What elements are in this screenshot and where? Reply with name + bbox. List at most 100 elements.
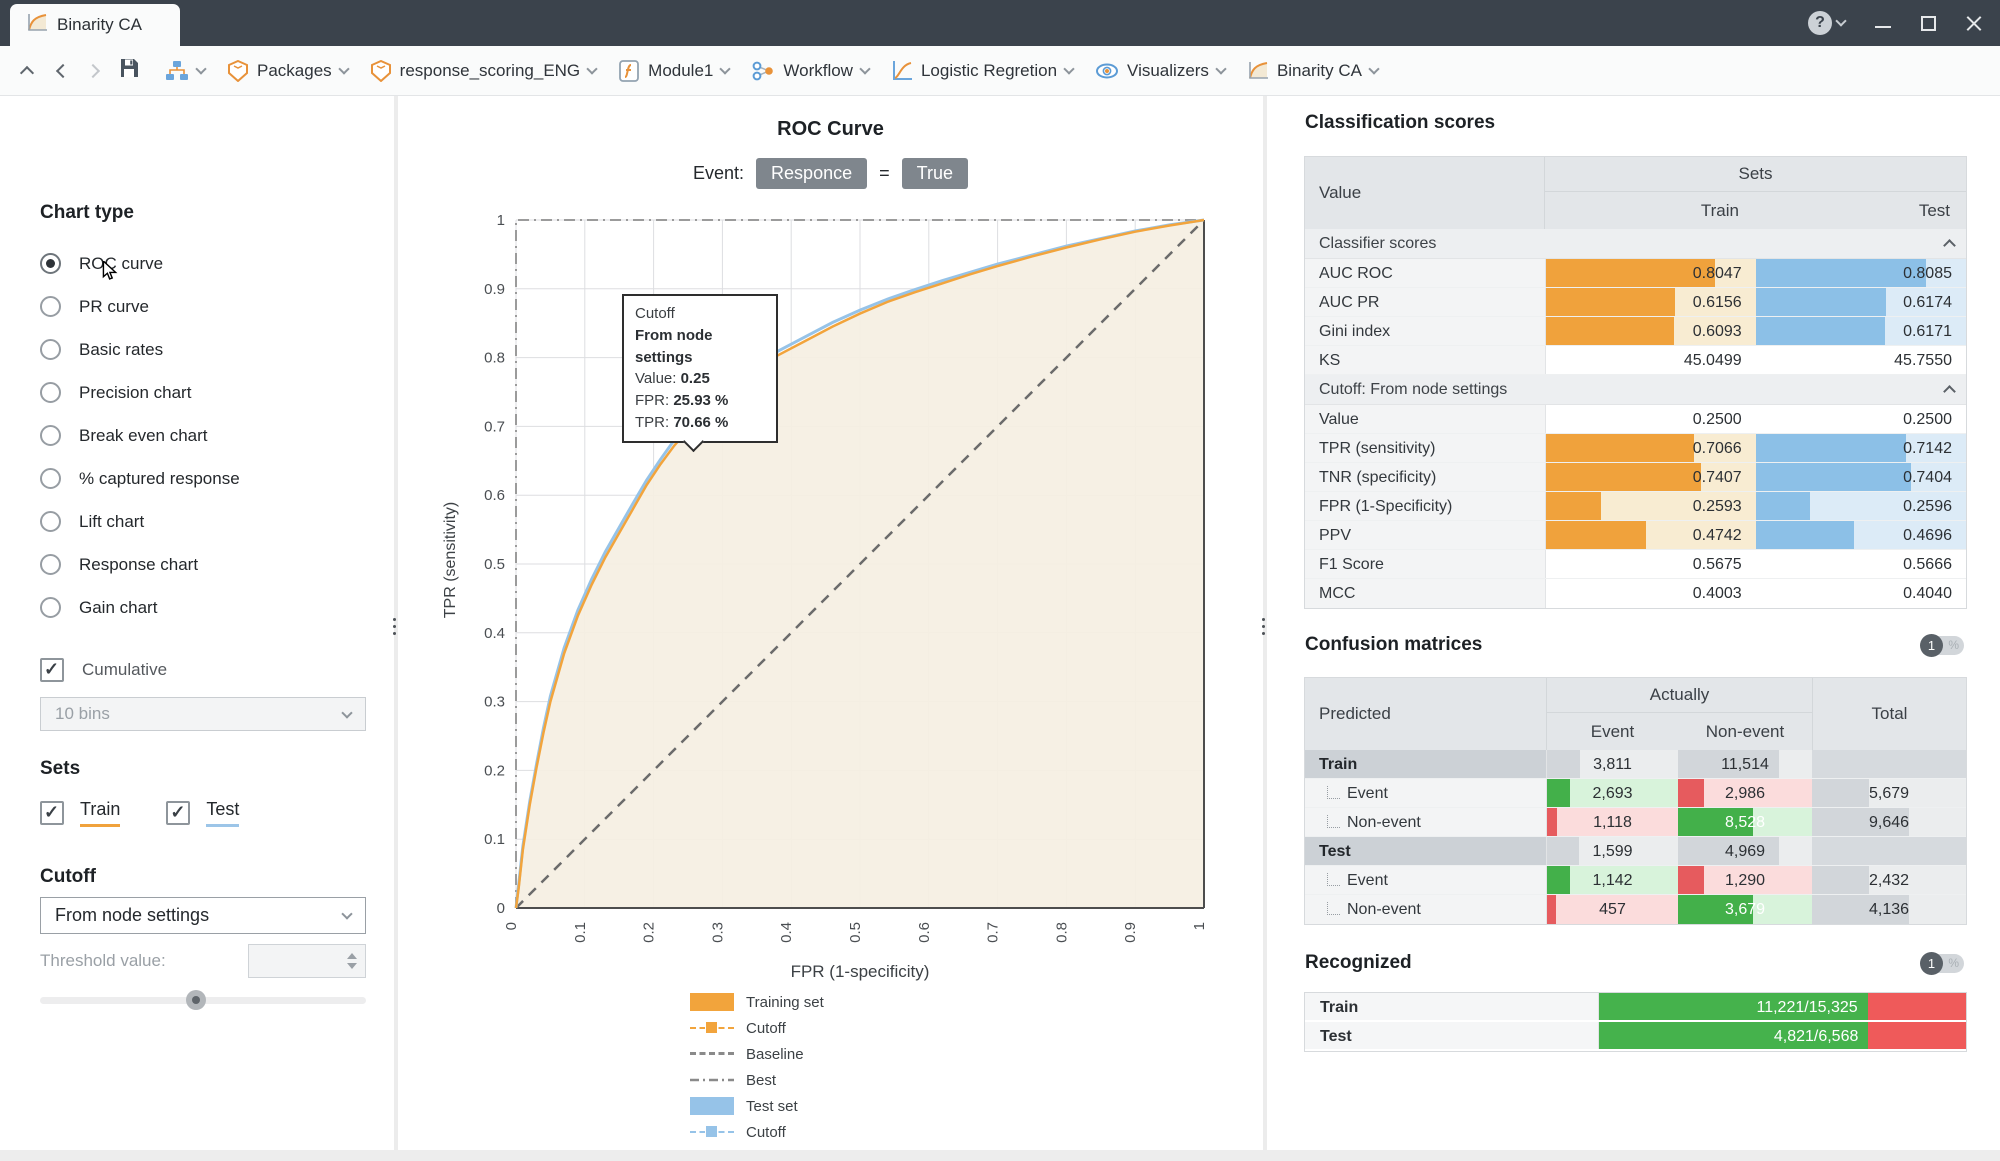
radio-pr-curve[interactable]: PR curve — [40, 285, 240, 328]
breadcrumb-label: response_scoring_ENG — [399, 60, 581, 80]
slider-thumb[interactable] — [186, 990, 207, 1010]
y-axis-label: TPR (sensitivity) — [442, 501, 459, 619]
legend-item-baseline[interactable]: Baseline — [690, 1041, 824, 1067]
recognized-count-percent-toggle[interactable]: 1 % — [1920, 952, 1964, 975]
recognized-row-test: Test 4,821/6,568 — [1305, 1022, 1966, 1051]
threshold-label: Threshold value: — [40, 951, 166, 970]
back-button[interactable] — [44, 54, 78, 88]
radio-basic-rates[interactable]: Basic rates — [40, 328, 240, 371]
breadcrumb-item-module1[interactable]: Module1 — [607, 52, 740, 90]
header-train: Train — [1700, 200, 1739, 220]
test-value-cell: 0.7404 — [1755, 463, 1966, 491]
close-button[interactable] — [1966, 15, 1982, 31]
train-value-cell: 0.6093 — [1546, 317, 1756, 345]
maximize-button[interactable] — [1921, 15, 1936, 31]
breadcrumb-item-response-scoring-eng[interactable]: response_scoring_ENG — [359, 52, 607, 90]
cutoff-title: Cutoff — [40, 866, 96, 887]
legend-item-best[interactable]: Best — [690, 1067, 824, 1093]
value-bar — [1546, 288, 1676, 316]
toggle-percent-option[interactable]: % — [1948, 956, 1959, 970]
chevron-right-icon — [85, 63, 101, 78]
legend-item-test-set[interactable]: Test set — [690, 1093, 824, 1119]
collapse-chevron-icon[interactable] — [1943, 385, 1956, 398]
radio-captured-response[interactable]: % captured response — [40, 457, 240, 500]
radio-break-even-chart[interactable]: Break even chart — [40, 414, 240, 457]
row-label: Non-event — [1305, 808, 1547, 836]
event-name-badge[interactable]: Responce — [756, 158, 868, 189]
group-row-test[interactable]: Test 1,599 4,969 — [1305, 837, 1966, 866]
table-row-f1-score: F1 Score 0.5675 0.5666 — [1305, 550, 1966, 579]
right-panel: Classification scores Value Sets Train T… — [1267, 96, 2000, 1150]
header-test: Test — [1918, 200, 1950, 220]
save-button[interactable] — [112, 54, 146, 88]
value-text: 1,599 — [1592, 843, 1633, 860]
train-value-cell: 0.5675 — [1546, 550, 1755, 578]
x-tick-label: 0.1 — [572, 922, 589, 943]
radio-roc-curve[interactable]: ROC curve — [40, 242, 240, 285]
breadcrumb-item-packages[interactable]: Packages — [216, 52, 359, 90]
legend-item-training-set[interactable]: Training set — [690, 989, 824, 1015]
legend-item-cutoff[interactable]: Cutoff — [690, 1015, 824, 1041]
section-label: Cutoff: From node settings — [1319, 380, 1508, 398]
event-value-badge[interactable]: True — [901, 158, 968, 189]
train-set-checkbox[interactable]: Train — [40, 799, 121, 827]
test-value-cell: 0.2596 — [1755, 492, 1966, 520]
minimize-button[interactable] — [1875, 26, 1891, 28]
help-icon: ? — [1808, 11, 1832, 35]
radio-response-chart[interactable]: Response chart — [40, 543, 240, 586]
breadcrumb-item-hierarchy-icon[interactable] — [154, 52, 216, 90]
x-tick-label: 0 — [503, 922, 520, 930]
value-text: 8,528 — [1724, 814, 1766, 831]
sets-title: Sets — [40, 758, 81, 779]
section-header-classifier-scores[interactable]: Classifier scores — [1305, 229, 1966, 259]
collapse-chevron-icon[interactable] — [1943, 239, 1956, 252]
radio-gain-chart[interactable]: Gain chart — [40, 586, 240, 629]
spinner-down-icon[interactable] — [347, 963, 357, 969]
panel-divider-right[interactable] — [1262, 96, 1267, 1150]
row-label: Event — [1305, 866, 1547, 894]
cumulative-checkbox[interactable]: Cumulative — [40, 658, 167, 682]
toggle-count-option[interactable]: 1 — [1920, 634, 1943, 657]
breadcrumb-label: Logistic Regretion — [920, 60, 1058, 80]
radio-precision-chart[interactable]: Precision chart — [40, 371, 240, 414]
app-tab[interactable]: Binarity CA — [10, 4, 180, 46]
confusion-count-percent-toggle[interactable]: 1 % — [1920, 634, 1964, 657]
recognized-bar: 11,221/15,325 — [1599, 993, 1966, 1020]
breadcrumb-item-logistic-regretion[interactable]: Logistic Regretion — [880, 52, 1084, 90]
cutoff-mode-dropdown[interactable]: From node settings — [40, 897, 366, 934]
toggle-percent-option[interactable]: % — [1948, 638, 1959, 652]
bins-dropdown[interactable]: 10 bins — [40, 697, 366, 731]
panel-divider-left[interactable] — [393, 96, 398, 1150]
help-button[interactable]: ? — [1808, 11, 1847, 35]
value-text: 0.4696 — [1903, 527, 1952, 544]
group-row-train[interactable]: Train 3,811 11,514 — [1305, 750, 1966, 779]
breadcrumb-item-workflow[interactable]: Workflow — [740, 52, 880, 90]
radio-lift-chart[interactable]: Lift chart — [40, 500, 240, 543]
test-set-checkbox[interactable]: Test — [166, 799, 240, 827]
recognized-green-bar: 4,821/6,568 — [1599, 1022, 1869, 1049]
spinner-up-icon[interactable] — [347, 953, 357, 959]
tooltip-subtitle: From node settings — [635, 326, 713, 366]
value-text: 2,693 — [1592, 785, 1633, 802]
breadcrumb-item-binarity-ca[interactable]: Binarity CA — [1236, 52, 1389, 90]
radio-label: Precision chart — [79, 382, 192, 402]
forward-button[interactable] — [78, 54, 112, 88]
section-header-cutoff-from-node-settings[interactable]: Cutoff: From node settings — [1305, 375, 1966, 405]
threshold-input[interactable] — [248, 944, 366, 978]
radio-circle-icon — [40, 253, 61, 274]
value-text: 45.0499 — [1683, 352, 1742, 369]
table-row-auc-pr: AUC PR 0.6156 0.6174 — [1305, 288, 1966, 317]
value-text: 0.2500 — [1692, 411, 1742, 428]
horizontal-scrollbar[interactable] — [0, 1150, 2000, 1161]
roc-chart[interactable]: 0 0 0.1 0.1 0.2 0.2 0.3 0.3 0.4 0.4 0.5 0.5 0.6 0.6 0.… — [462, 204, 1244, 1016]
radio-circle-icon — [40, 554, 61, 575]
value-text: 3,679 — [1724, 901, 1766, 918]
threshold-slider[interactable] — [40, 990, 366, 1010]
actually-nonevent-cell: 3,679 — [1678, 895, 1812, 924]
legend-item-cutoff[interactable]: Cutoff — [690, 1119, 824, 1145]
navigate-up-button[interactable] — [10, 54, 44, 88]
toggle-count-option[interactable]: 1 — [1920, 952, 1943, 975]
classification-scores-title: Classification scores — [1305, 112, 1496, 133]
breadcrumb-item-visualizers[interactable]: Visualizers — [1084, 52, 1236, 90]
table-row-fpr-1-specificity: FPR (1-Specificity) 0.2593 0.2596 — [1305, 492, 1966, 521]
